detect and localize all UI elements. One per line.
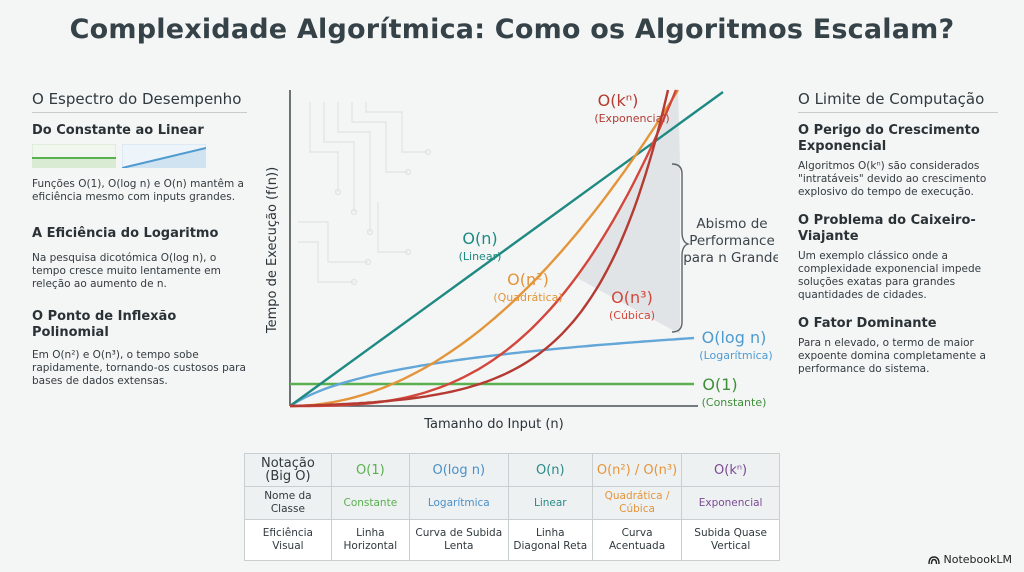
table-cell: Curva Acentuada xyxy=(591,519,683,561)
table-cell: Linear xyxy=(507,486,593,520)
right-section-3: O Fator Dominante Para n elevado, o term… xyxy=(798,316,998,376)
page-title: Complexidade Algorítmica: Como os Algori… xyxy=(69,14,955,45)
table-cell: O(1) xyxy=(330,453,410,487)
table-row-notation: Notação (Big O) O(1) O(log n) O(n) O(n²)… xyxy=(244,453,780,487)
right-section-1: O Perigo do Crescimento Exponencial Algo… xyxy=(798,123,998,199)
label-cubic-sub: (Cúbica) xyxy=(609,309,655,322)
series-line-linear xyxy=(289,91,724,407)
right-section-1-text: Algoritmos O(kⁿ) são considerados "intra… xyxy=(798,160,987,198)
complexity-chart: O(kⁿ) (Exponencial) O(n) (Linear) O(n²) … xyxy=(265,89,778,432)
left-section-2-title: A Eficiência do Logaritmo xyxy=(32,226,219,241)
table-cell: Eficiência Visual xyxy=(244,519,332,561)
gap-annotation: Abismo de Performance para n Grande xyxy=(683,216,778,266)
label-quadratic: O(n²) xyxy=(507,270,549,289)
left-section-1-title: Do Constante ao Linear xyxy=(32,123,204,138)
brand-logo: NotebookLM xyxy=(927,553,1012,566)
table-cell: O(n) xyxy=(507,453,593,487)
mini-illustrations xyxy=(32,144,247,168)
label-quadratic-sub: (Quadrática) xyxy=(493,291,562,304)
right-panel: O Limite de Computação O Perigo do Cresc… xyxy=(798,90,998,390)
table-cell: Subida Quase Vertical xyxy=(681,519,780,561)
series-line-exponential xyxy=(289,89,670,408)
brand-name: NotebookLM xyxy=(943,553,1012,566)
right-section-2-text: Um exemplo clássico onde a complexidade … xyxy=(798,250,982,301)
left-panel: O Espectro do Desempenho Do Constante ao… xyxy=(32,90,247,402)
label-exponential-sub: (Exponencial) xyxy=(594,112,669,125)
flat-line-illustration xyxy=(32,144,116,168)
table-cell: Quadrática / Cúbica xyxy=(591,486,683,520)
table-row-class-name: Nome da Classe Constante Logarítmica Lin… xyxy=(244,486,780,520)
gap-annotation-line: Abismo de xyxy=(696,216,767,232)
left-section-1: Do Constante ao Linear Funções O(1), O(l… xyxy=(32,123,247,204)
table-cell: Exponencial xyxy=(681,486,780,520)
gap-annotation-line: Performance xyxy=(689,233,775,249)
table-cell: Notação (Big O) xyxy=(244,453,332,487)
label-linear: O(n) xyxy=(462,229,497,248)
label-cubic: O(n³) xyxy=(611,288,653,307)
label-log-sub: (Logarítmica) xyxy=(699,349,772,362)
gap-annotation-line: para n Grande xyxy=(683,250,778,266)
table-cell: Constante xyxy=(330,486,410,520)
table-cell: O(log n) xyxy=(408,453,509,487)
right-section-1-title: O Perigo do Crescimento Exponencial xyxy=(798,123,980,154)
right-section-2-title: O Problema do Caixeiro-Viajante xyxy=(798,213,976,244)
notebook-icon xyxy=(927,555,940,564)
left-section-3-text: Em O(n²) e O(n³), o tempo sobe rapidamen… xyxy=(32,349,246,387)
right-section-3-text: Para n elevado, o termo de maior expoent… xyxy=(798,337,986,375)
table-cell: Logarítmica xyxy=(408,486,509,520)
gap-bracket xyxy=(671,163,691,333)
right-section-2: O Problema do Caixeiro-Viajante Um exemp… xyxy=(798,213,998,302)
left-section-1-text: Funções O(1), O(log n) e O(n) mantêm a e… xyxy=(32,178,244,203)
left-section-2: A Eficiência do Logaritmo Na pesquisa di… xyxy=(32,226,247,291)
performance-gap-shading xyxy=(577,90,680,334)
label-constant: O(1) xyxy=(702,375,737,394)
left-section-3: O Ponto de Inflexão Polinomial Em O(n²) … xyxy=(32,309,247,388)
complexity-table: Notação (Big O) O(1) O(log n) O(n) O(n²)… xyxy=(244,453,780,561)
linear-ramp-illustration xyxy=(122,144,206,168)
table-cell: Linha Horizontal xyxy=(330,519,410,561)
label-log: O(log n) xyxy=(702,328,767,347)
right-heading: O Limite de Computação xyxy=(798,90,998,113)
left-section-3-title: O Ponto de Inflexão Polinomial xyxy=(32,309,177,340)
table-row-visual: Eficiência Visual Linha Horizontal Curva… xyxy=(244,519,780,561)
y-axis-label: Tempo de Execução (f(n)) xyxy=(265,167,280,334)
circuit-background xyxy=(298,102,432,286)
x-axis-label: Tamanho do Input (n) xyxy=(423,417,563,432)
table-cell: O(n²) / O(n³) xyxy=(591,453,683,487)
table-cell: Nome da Classe xyxy=(244,486,332,520)
table-cell: Curva de Subida Lenta xyxy=(408,519,509,561)
table-cell: O(kⁿ) xyxy=(681,453,780,487)
table-cell: Linha Diagonal Reta xyxy=(507,519,593,561)
series-line-log xyxy=(289,336,695,408)
left-heading: O Espectro do Desempenho xyxy=(32,90,247,113)
label-linear-sub: (Linear) xyxy=(459,250,502,263)
left-section-2-text: Na pesquisa dicotómica O(log n), o tempo… xyxy=(32,252,221,290)
label-exponential: O(kⁿ) xyxy=(598,91,639,110)
label-constant-sub: (Constante) xyxy=(702,396,767,409)
right-section-3-title: O Fator Dominante xyxy=(798,316,937,331)
series-line-quadratic xyxy=(290,89,680,408)
